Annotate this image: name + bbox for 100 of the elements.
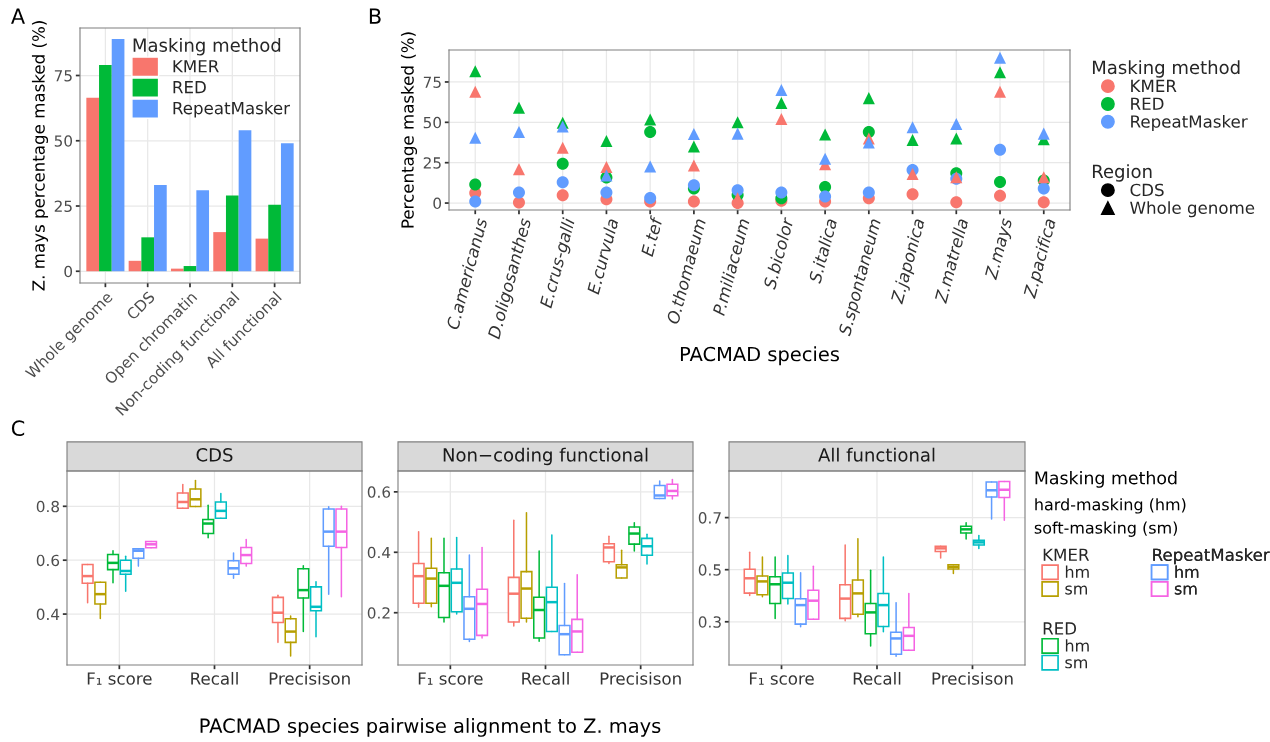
chart-title: All functional <box>818 447 935 462</box>
point <box>556 120 569 133</box>
point <box>994 51 1007 64</box>
legend-label: RED <box>173 81 206 94</box>
bar <box>183 266 197 272</box>
y-tick-label: 0.3 <box>698 616 721 628</box>
point <box>644 160 657 173</box>
point <box>862 92 875 105</box>
point <box>644 126 657 139</box>
text: Whole genome <box>1130 201 1255 218</box>
bar <box>268 204 281 272</box>
y-tick-label: 25 <box>54 200 72 213</box>
y-tick-label: 0 <box>64 265 73 278</box>
y-tick-label: 0.7 <box>698 512 721 524</box>
point <box>906 134 919 147</box>
y-tick-label: 25 <box>423 157 441 169</box>
legend-title: Masking method <box>133 38 281 56</box>
point <box>906 167 919 181</box>
point <box>600 160 613 173</box>
bar <box>128 260 142 272</box>
text: A <box>11 8 25 24</box>
x-tick-label: S.italica <box>808 218 838 284</box>
point <box>862 186 875 199</box>
point <box>950 117 963 130</box>
point <box>644 191 657 204</box>
point <box>1037 182 1050 195</box>
point <box>556 176 569 189</box>
y-axis-title: Percentage masked (%) <box>400 32 418 228</box>
y-tick-label: 0.4 <box>36 608 60 621</box>
point <box>556 141 569 154</box>
point <box>469 85 482 98</box>
y-tick-label: 0.2 <box>367 607 390 619</box>
x-axis-title: PACMAD species <box>680 346 839 366</box>
point <box>644 113 657 126</box>
point <box>731 192 744 205</box>
x-tick-label: Recall <box>191 671 238 685</box>
y-tick-label: 50 <box>423 116 442 129</box>
point <box>994 66 1007 79</box>
y-axis-title: Z. mays percentage masked (%) <box>31 21 49 291</box>
legend-label: hm <box>1175 565 1199 578</box>
point <box>469 65 482 78</box>
chart-title: CDS <box>196 448 233 462</box>
point <box>994 85 1007 98</box>
y-tick-label: 0.4 <box>367 546 391 559</box>
x-tick-label: Precisison <box>269 671 350 685</box>
bar <box>86 97 100 272</box>
bar <box>255 238 269 272</box>
y-tick-label: 75 <box>54 70 72 82</box>
y-tick-label: 0.5 <box>698 564 721 576</box>
point <box>994 143 1007 156</box>
point <box>469 131 482 144</box>
x-tick-label: F₁ score <box>418 672 483 685</box>
x-tick-label: Recall <box>522 671 569 685</box>
y-tick-label: 0.8 <box>36 500 60 513</box>
point <box>469 195 482 208</box>
legend-label: sm <box>1065 585 1087 595</box>
point <box>950 196 963 209</box>
bar <box>213 232 226 272</box>
y-tick-label: 0 <box>433 197 442 210</box>
point <box>731 127 744 140</box>
text: soft-masking (sm) <box>1034 521 1178 537</box>
point <box>819 180 832 193</box>
legend-label: hm <box>1065 639 1089 652</box>
bar <box>280 143 294 272</box>
x-tick-label: Recall <box>853 671 901 685</box>
text: hard-masking (hm) <box>1035 498 1186 514</box>
x-axis-title: PACMAD species pairwise alignment to Z. mays <box>200 718 661 737</box>
point <box>819 190 832 203</box>
point <box>469 178 482 191</box>
point <box>687 195 700 208</box>
legend-label: KMER <box>1131 79 1177 93</box>
point <box>994 176 1007 189</box>
point <box>906 188 919 201</box>
bar <box>225 195 239 272</box>
point <box>775 186 788 199</box>
point <box>687 127 700 140</box>
legend-label: sm <box>1174 585 1197 595</box>
legend-title: Masking method <box>1035 471 1177 488</box>
point <box>862 136 875 149</box>
bar <box>141 237 155 272</box>
x-tick-label: Precisison <box>600 671 681 685</box>
legend-label: hm <box>1065 565 1089 578</box>
legend-label: sm <box>1065 659 1087 669</box>
point <box>512 163 525 176</box>
text: B <box>369 8 381 24</box>
point <box>512 126 525 139</box>
point <box>600 134 613 147</box>
x-tick-label: F₁ score <box>749 672 814 685</box>
point <box>512 186 525 199</box>
point <box>556 189 569 202</box>
point <box>556 157 569 170</box>
point <box>687 159 700 172</box>
x-tick-label: F₁ score <box>87 672 152 685</box>
point <box>1037 196 1050 209</box>
bar <box>154 185 167 272</box>
point <box>731 116 744 129</box>
y-tick-label: 75 <box>423 76 441 88</box>
bar <box>99 65 112 272</box>
y-tick-label: 0.6 <box>367 486 391 498</box>
y-tick-label: 50 <box>54 135 73 147</box>
